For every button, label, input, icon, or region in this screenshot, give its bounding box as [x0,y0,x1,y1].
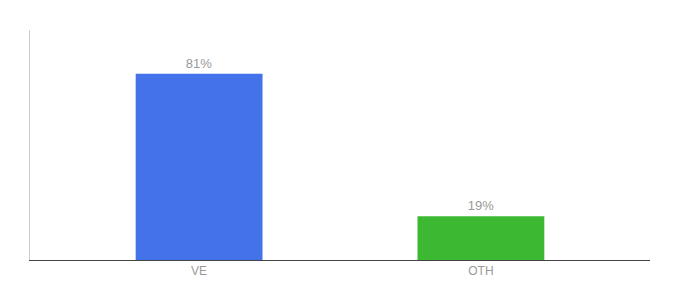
svg-text:OTH: OTH [468,264,493,278]
svg-text:19%: 19% [468,198,494,213]
svg-text:81%: 81% [186,56,212,71]
svg-text:VE: VE [191,264,207,278]
